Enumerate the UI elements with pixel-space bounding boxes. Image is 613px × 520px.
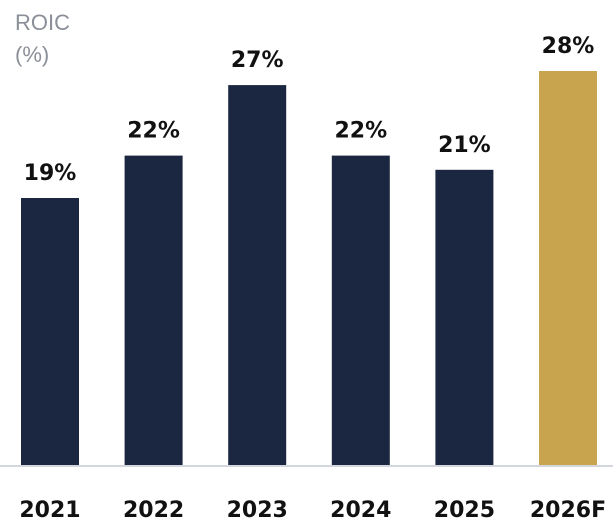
value-label-2025: 21% — [438, 133, 491, 158]
bar-2023 — [228, 85, 287, 466]
value-label-2022: 22% — [127, 119, 180, 144]
bar-2024 — [331, 155, 390, 466]
x-tick-label-2024: 2024 — [330, 498, 391, 520]
bar-2021 — [21, 198, 79, 466]
x-tick-label-2023: 2023 — [227, 498, 288, 520]
y-axis-title-line1: ROIC — [15, 10, 70, 35]
value-label-2023: 27% — [231, 48, 284, 73]
bar-2026F — [539, 71, 597, 466]
y-axis-title-line2: (%) — [15, 42, 49, 67]
value-label-2026F: 28% — [542, 34, 595, 59]
x-tick-label-2021: 2021 — [19, 498, 80, 520]
value-label-2021: 19% — [24, 161, 77, 186]
x-tick-label-2025: 2025 — [434, 498, 495, 520]
bar-2025 — [435, 169, 494, 467]
x-tick-label-2026F: 2026F — [530, 498, 606, 520]
bars-group — [21, 71, 597, 467]
bar-2022 — [124, 155, 183, 466]
x-tick-labels-group: 2021 2022 2023 2024 2025 2026F — [19, 498, 606, 520]
x-tick-label-2022: 2022 — [123, 498, 184, 520]
value-labels-group: 19% 22% 27% 22% 21% 28% — [24, 34, 595, 186]
value-label-2024: 22% — [334, 119, 387, 144]
